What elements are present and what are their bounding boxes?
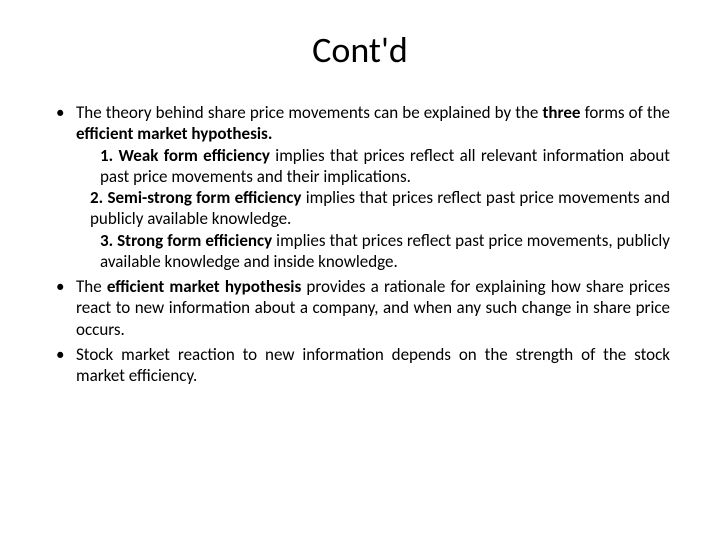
slide-title: Cont'd xyxy=(50,28,670,72)
bullet-text: The efficient market hypothesis provides… xyxy=(76,276,670,340)
bullet-text: The theory behind share price movements … xyxy=(76,102,670,144)
bullet-item: The efficient market hypothesis provides… xyxy=(50,276,670,340)
bullet-item: Stock market reaction to new information… xyxy=(50,344,670,387)
sub-bullet-text: 2. Semi-strong form efficiency implies t… xyxy=(76,187,670,230)
bullet-list: The theory behind share price movements … xyxy=(50,102,670,386)
sub-bullet-text: 3. Strong form efficiency implies that p… xyxy=(76,230,670,273)
bullet-item: The theory behind share price movements … xyxy=(50,102,670,272)
slide: Cont'd The theory behind share price mov… xyxy=(0,0,720,540)
sub-bullet-text: 1. Weak form efficiency implies that pri… xyxy=(76,145,670,188)
bullet-text: Stock market reaction to new information… xyxy=(76,344,670,386)
